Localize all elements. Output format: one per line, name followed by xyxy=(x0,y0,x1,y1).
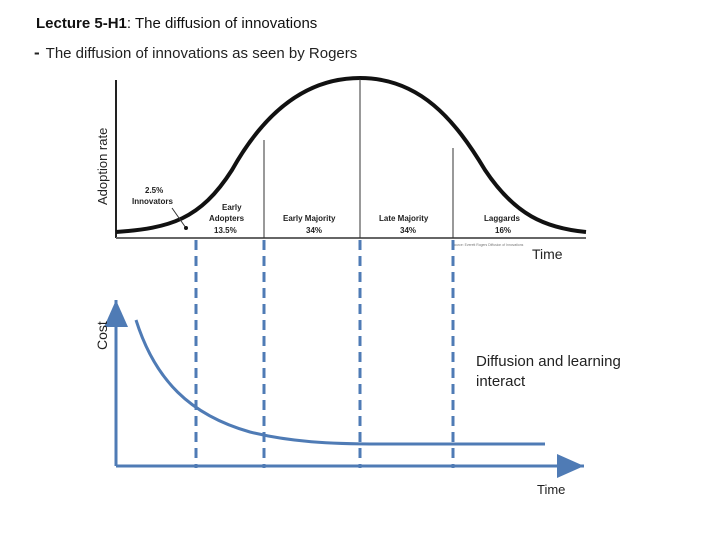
cost-learning-curve xyxy=(134,319,545,446)
top-time-axis-label: Time xyxy=(532,246,563,262)
bullet-dash: - xyxy=(34,43,40,62)
bullet-text: The diffusion of innovations as seen by … xyxy=(45,45,358,62)
early-majority-percent: 34% xyxy=(306,226,322,235)
early-adopters-line1: Early xyxy=(222,203,242,212)
slide-title-bold: Lecture 5-H1 xyxy=(36,15,127,32)
slide-title-rest: : The diffusion of innovations xyxy=(126,15,318,32)
innovators-percent: 2.5% xyxy=(145,186,163,195)
early-adopters-line2: Adopters xyxy=(209,214,245,223)
early-adopters-percent: 13.5% xyxy=(214,226,237,235)
laggards-percent: 16% xyxy=(495,226,511,235)
bullet-line: - The diffusion of innovations as seen by… xyxy=(34,43,357,63)
source-note: Source: Everett Rogers Diffusion of Inno… xyxy=(452,243,524,247)
late-majority-percent: 34% xyxy=(400,226,416,235)
slide-title: Lecture 5-H1: The diffusion of innovatio… xyxy=(36,15,317,32)
adoption-bell-curve xyxy=(115,75,587,234)
laggards-label: Laggards xyxy=(484,214,521,223)
early-majority-label: Early Majority xyxy=(283,214,336,223)
innovators-label: Innovators xyxy=(132,197,173,206)
bottom-time-axis-label: Time xyxy=(537,482,566,497)
diffusion-learning-annotation: Diffusion and learning interact xyxy=(476,353,621,390)
adoption-rate-axis-label: Adoption rate xyxy=(95,127,110,205)
innovators-pointer-dot xyxy=(184,226,188,230)
cost-axis-label: Cost xyxy=(94,321,110,350)
late-majority-label: Late Majority xyxy=(379,214,429,223)
innovators-pointer xyxy=(171,207,187,229)
